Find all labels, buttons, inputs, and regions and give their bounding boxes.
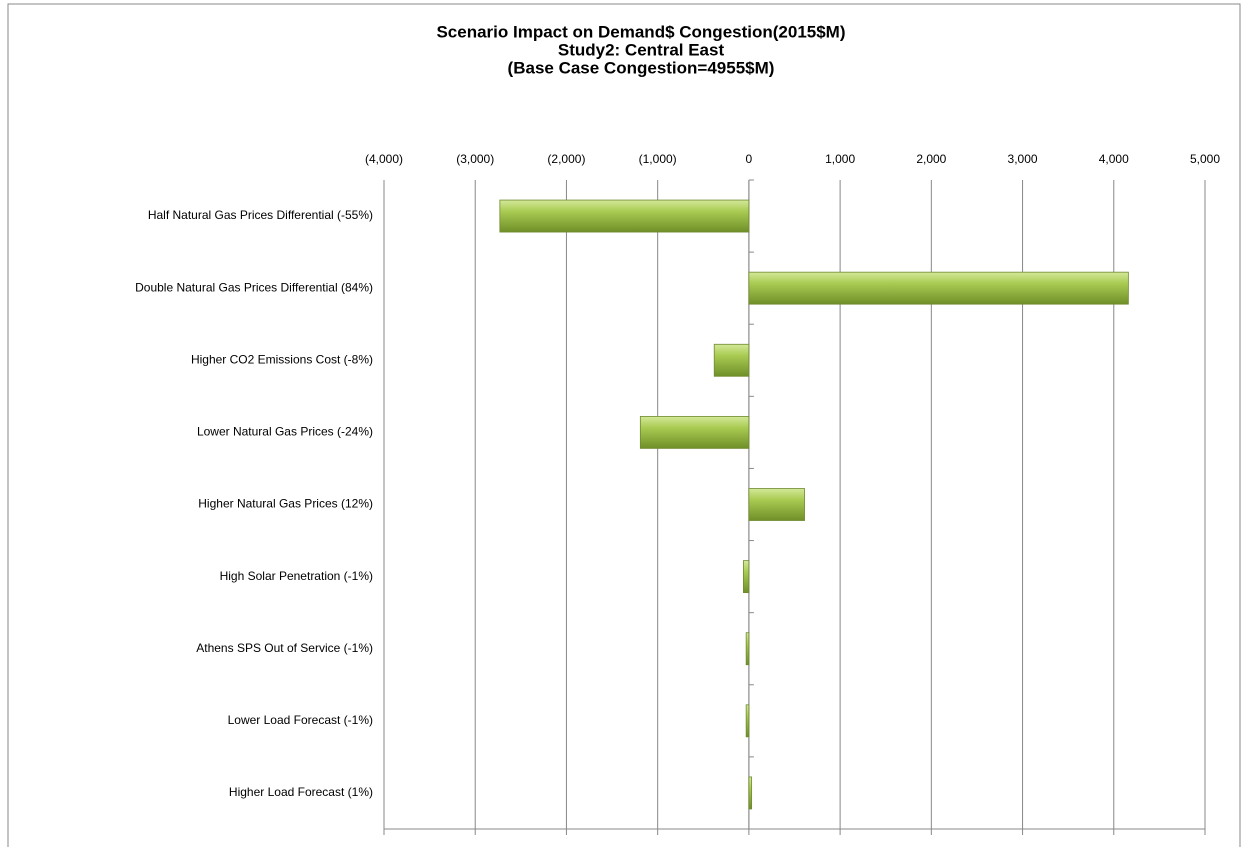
y-tick-label: Athens SPS Out of Service (-1%) bbox=[196, 641, 373, 655]
y-tick-label: Higher Load Forecast (1%) bbox=[229, 785, 373, 799]
y-tick-label: Higher CO2 Emissions Cost (-8%) bbox=[191, 352, 373, 366]
x-tick-label: 3,000 bbox=[1008, 152, 1038, 166]
chart-subtitle: Study2: Central East bbox=[558, 40, 725, 59]
bar bbox=[713, 343, 750, 377]
x-tick-label: (4,000) bbox=[365, 152, 403, 166]
x-tick-label: (2,000) bbox=[547, 152, 585, 166]
bar bbox=[745, 632, 750, 666]
y-tick-label: Lower Natural Gas Prices (-24%) bbox=[197, 425, 373, 439]
y-tick-label: High Solar Penetration (-1%) bbox=[220, 569, 373, 583]
x-tick-label: 5,000 bbox=[1190, 152, 1220, 166]
x-tick-label: (3,000) bbox=[456, 152, 494, 166]
chart-subtitle: (Base Case Congestion=4955$M) bbox=[508, 58, 775, 77]
chart-border bbox=[7, 3, 1241, 847]
bar bbox=[743, 560, 750, 594]
x-tick-label: 2,000 bbox=[916, 152, 946, 166]
bar bbox=[745, 704, 750, 738]
x-tick-label: (1,000) bbox=[639, 152, 677, 166]
bar bbox=[748, 271, 1129, 305]
bar bbox=[748, 488, 805, 521]
x-tick-label: 1,000 bbox=[825, 152, 855, 166]
bar bbox=[748, 776, 753, 810]
x-tick-label: 4,000 bbox=[1099, 152, 1129, 166]
y-tick-label: Higher Natural Gas Prices (12%) bbox=[198, 497, 373, 511]
bar bbox=[639, 415, 750, 449]
x-tick-label: 0 bbox=[746, 152, 753, 166]
y-tick-label: Half Natural Gas Prices Differential (-5… bbox=[148, 208, 373, 222]
y-tick-label: Double Natural Gas Prices Differential (… bbox=[135, 280, 373, 294]
bar bbox=[499, 199, 750, 233]
chart-title: Scenario Impact on Demand$ Congestion(20… bbox=[436, 22, 845, 41]
y-tick-label: Lower Load Forecast (-1%) bbox=[228, 713, 373, 727]
